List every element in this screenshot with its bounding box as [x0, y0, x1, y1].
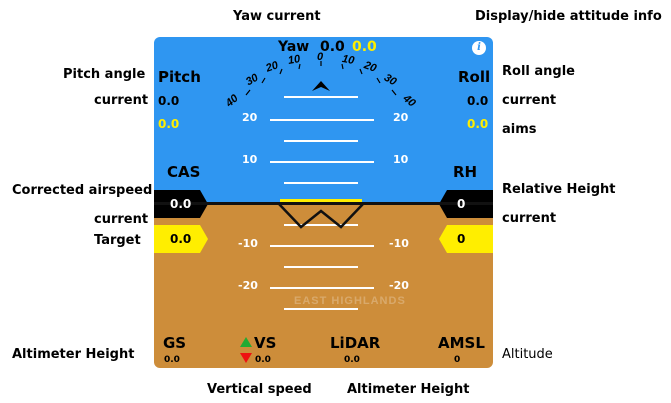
rh-current-value: 0: [457, 197, 466, 211]
yaw-current-value: 0.0: [320, 39, 345, 55]
vs-up-arrow-icon: [240, 337, 252, 347]
annotation-pitch-angle: Pitch angle: [63, 67, 146, 82]
heading-tick-mark: [245, 89, 251, 96]
pitch-ladder-label: 20: [393, 111, 409, 124]
vs-label: VS: [254, 334, 277, 352]
pitch-current-value: 0.0: [158, 94, 180, 108]
horizon-line: [154, 202, 493, 205]
ground-area: [154, 204, 493, 368]
heading-tick: 10: [287, 53, 302, 67]
gs-value: 0.0: [164, 355, 180, 365]
pitch-label: Pitch: [158, 68, 201, 86]
cas-label: CAS: [167, 163, 201, 181]
roll-current-value: 0.0: [467, 94, 489, 108]
annotation-corrected-airspeed: Corrected airspeed: [12, 183, 153, 198]
pitch-ladder-label: 10: [393, 153, 409, 166]
heading-tick-mark: [359, 68, 363, 75]
cas-target-box: [154, 225, 208, 253]
aircraft-symbol-icon: [278, 203, 364, 229]
roll-label: Roll: [458, 68, 491, 86]
map-watermark: EAST HIGHLANDS: [294, 295, 406, 307]
rh-label: RH: [453, 163, 478, 181]
annotation-display-toggle: Display/hide attitude info: [475, 9, 662, 24]
cas-current-value: 0.0: [170, 197, 192, 211]
heading-tick-mark: [376, 77, 381, 84]
vs-value: 0.0: [255, 355, 271, 365]
annotation-roll-aims: aims: [502, 122, 537, 137]
pitch-ladder-label: 20: [242, 111, 258, 124]
annotation-altitude: Altitude: [502, 347, 553, 362]
vs-down-arrow-icon: [240, 353, 252, 363]
pitch-ladder-label: -20: [238, 279, 258, 292]
pitch-target-value: 0.0: [158, 117, 180, 131]
annotation-relative-height: Relative Height: [502, 182, 616, 197]
heading-tick-mark: [298, 63, 301, 70]
annotation-roll-angle: Roll angle: [502, 64, 575, 79]
roll-target-value: 0.0: [467, 117, 489, 131]
pitch-ladder-label: 10: [242, 153, 258, 166]
lidar-label: LiDAR: [330, 334, 381, 352]
annotation-altimeter-height-bottom: Altimeter Height: [347, 382, 470, 397]
heading-tick-mark: [261, 77, 266, 84]
rh-target-box: [439, 225, 493, 253]
cas-target-value: 0.0: [170, 232, 192, 246]
pitch-ladder-label: -20: [389, 279, 409, 292]
heading-tick-mark: [391, 89, 397, 96]
annotation-cas-target: Target: [94, 233, 141, 248]
heading-tick: 0: [317, 51, 324, 63]
heading-tick-mark: [341, 63, 344, 70]
amsl-label: AMSL: [438, 334, 485, 352]
annotation-vertical-speed: Vertical speed: [207, 382, 312, 397]
pitch-ladder-label: -10: [238, 237, 258, 250]
lidar-value: 0.0: [344, 355, 360, 365]
annotation-rh-current: current: [502, 211, 557, 226]
annotation-cas-current: current: [94, 212, 149, 227]
horizon-target-marker: [280, 199, 362, 203]
yaw-target-value: 0.0: [352, 39, 377, 55]
annotation-pitch-current: current: [94, 93, 149, 108]
annotation-roll-current: current: [502, 93, 557, 108]
pitch-ladder-label: -10: [389, 237, 409, 250]
heading-pointer-icon: [312, 81, 330, 91]
attitude-panel: EAST HIGHLANDS: [154, 37, 493, 368]
yaw-label: Yaw: [278, 39, 310, 55]
heading-tick-mark: [279, 68, 283, 75]
info-icon[interactable]: i: [472, 41, 486, 55]
annotation-altimeter-height-left: Altimeter Height: [12, 347, 135, 362]
rh-target-value: 0: [457, 232, 466, 246]
gs-label: GS: [163, 334, 187, 352]
heading-tick: 10: [341, 53, 356, 67]
amsl-value: 0: [454, 355, 461, 365]
annotation-yaw: Yaw current: [233, 9, 321, 24]
